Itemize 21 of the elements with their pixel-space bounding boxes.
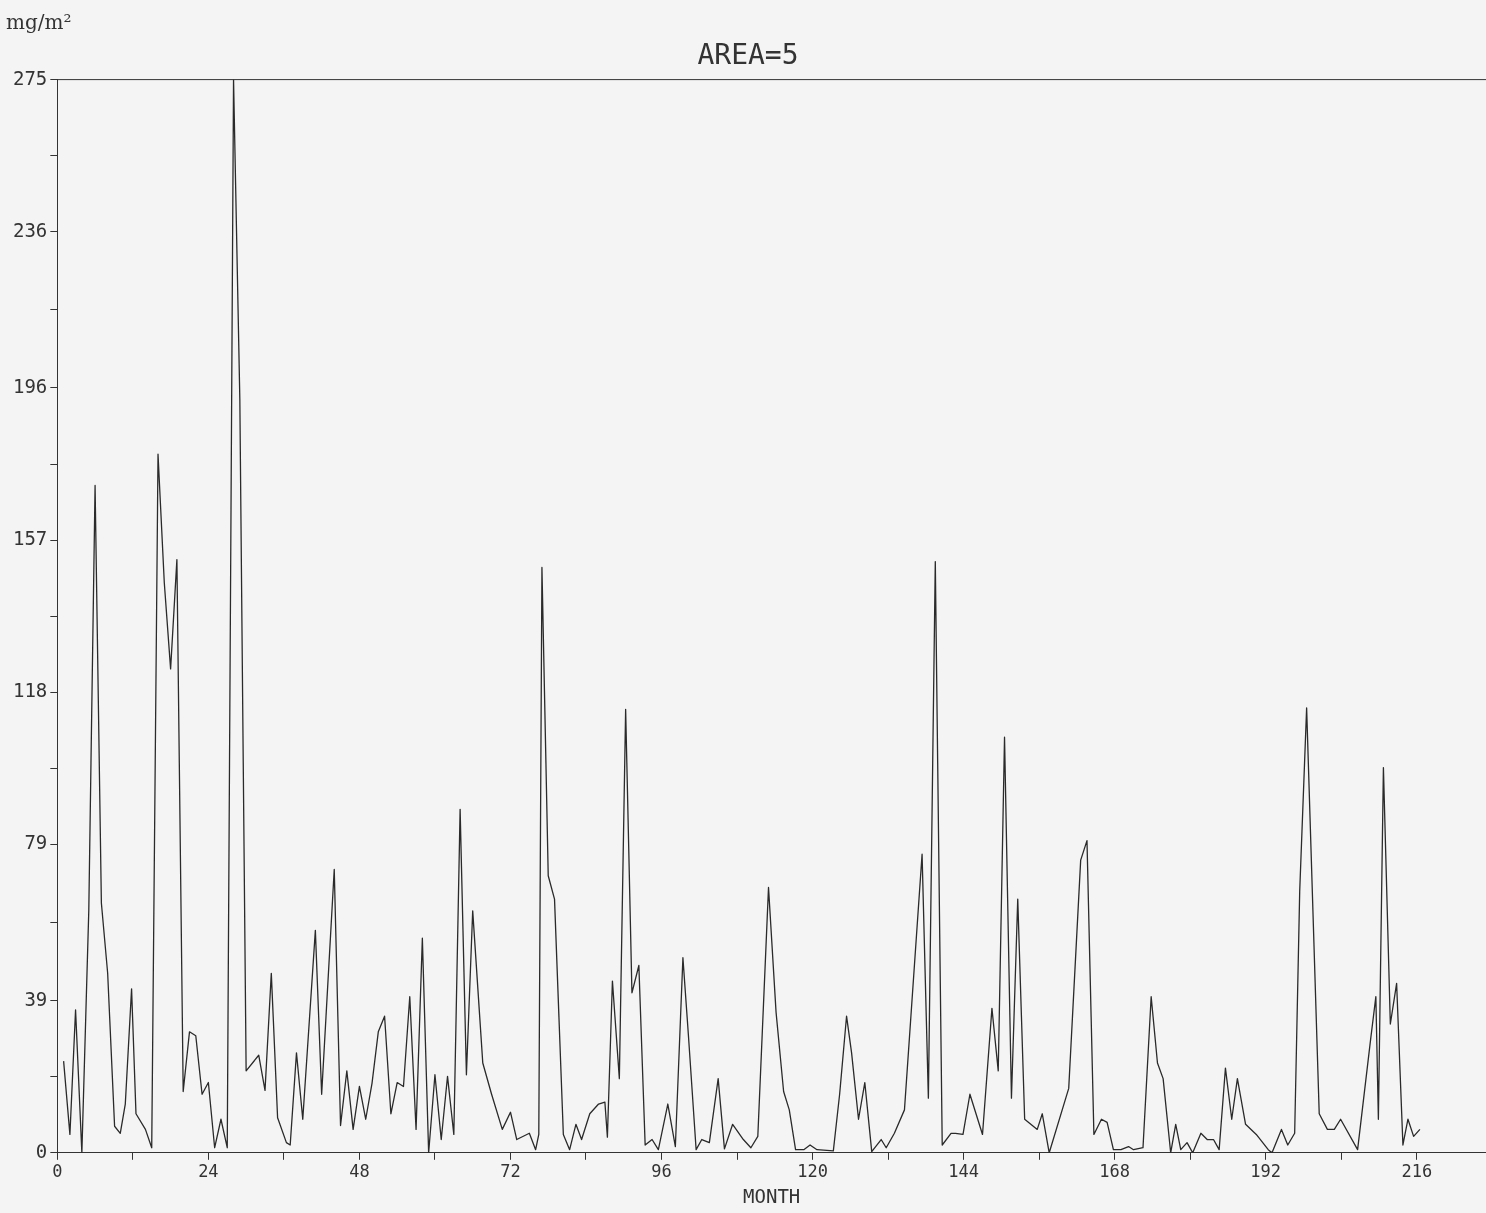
x-tick-label: 96 bbox=[651, 1161, 672, 1182]
x-tick-label: 48 bbox=[349, 1161, 370, 1182]
x-tick-label: 0 bbox=[52, 1161, 63, 1182]
y-tick-label: 275 bbox=[12, 66, 48, 89]
x-axis-title: MONTH bbox=[743, 1184, 801, 1207]
x-tick-label: 144 bbox=[948, 1161, 979, 1182]
x-tick-label: 216 bbox=[1401, 1161, 1433, 1182]
y-tick-label: 118 bbox=[12, 679, 48, 702]
y-tick-label: 39 bbox=[24, 987, 48, 1010]
y-tick-label: 236 bbox=[12, 218, 48, 241]
y-axis-title: mg/m² bbox=[6, 10, 72, 34]
y-tick-label: 196 bbox=[12, 374, 48, 397]
y-tick-label: 0 bbox=[35, 1139, 48, 1162]
x-tick-label: 72 bbox=[500, 1161, 521, 1182]
y-tick-label: 157 bbox=[12, 527, 48, 550]
x-tick-label: 192 bbox=[1250, 1161, 1282, 1182]
chart-title: AREA=5 bbox=[697, 38, 799, 72]
y-tick-label: 79 bbox=[24, 831, 48, 854]
x-tick-label: 24 bbox=[198, 1161, 219, 1182]
x-tick-label: 120 bbox=[797, 1161, 828, 1182]
x-tick-label: 168 bbox=[1099, 1161, 1131, 1182]
